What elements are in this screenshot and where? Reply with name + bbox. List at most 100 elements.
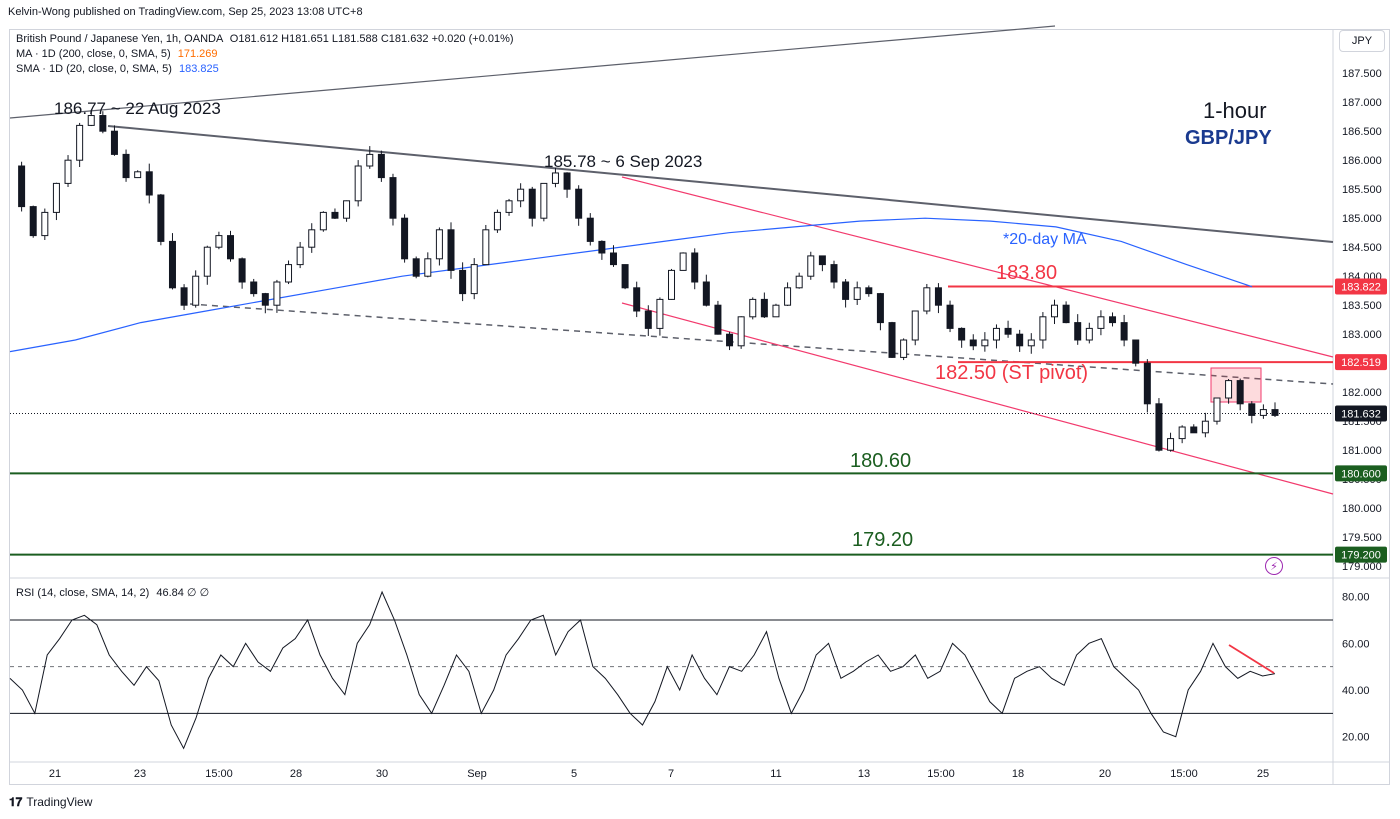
candle-body xyxy=(180,287,188,306)
candle-body xyxy=(1109,316,1117,324)
candles xyxy=(18,109,1279,452)
candle-body xyxy=(505,200,513,213)
candle-body xyxy=(389,177,397,219)
time-tick-label: 5 xyxy=(571,768,577,780)
candle-body xyxy=(1143,362,1151,405)
candle-body xyxy=(807,255,815,277)
candle-body xyxy=(424,258,432,277)
candle-body xyxy=(528,188,536,219)
lightning-icon[interactable]: ⚡ xyxy=(1265,557,1283,575)
candle-body xyxy=(992,327,1000,341)
time-tick-label: 23 xyxy=(134,768,146,780)
time-axis[interactable]: 21 23 15:00 28 30 Sep 5 7 11 13 15:00 18 20 15:00 25 xyxy=(49,768,1269,780)
price-tick-label: 184.500 xyxy=(1342,242,1382,254)
time-tick-label: 7 xyxy=(668,768,674,780)
candle-body xyxy=(865,287,873,295)
candle-body xyxy=(1120,322,1128,341)
candle-body xyxy=(366,153,374,167)
tradingview-logo[interactable]: 𝟏𝟕 TradingView xyxy=(9,795,92,810)
candle-body xyxy=(168,240,176,289)
candle-body xyxy=(540,182,548,219)
sma20-legend[interactable]: SMA · 1D (20, close, 0, SMA, 5) 183.825 xyxy=(16,63,219,75)
time-tick-label: 20 xyxy=(1099,768,1111,780)
candle-body xyxy=(192,275,200,306)
candle-body xyxy=(1167,438,1175,451)
candle-body xyxy=(1248,403,1256,416)
pivot-badge: 182.519 xyxy=(1341,357,1381,369)
candle-body xyxy=(203,246,211,277)
candle-body xyxy=(958,327,966,341)
publish-info: Kelvin-Wong published on TradingView.com… xyxy=(8,6,363,18)
candle-body xyxy=(517,188,525,202)
candle-body xyxy=(656,298,664,329)
candle-body xyxy=(1178,426,1186,440)
rsi-tick-label: 60.00 xyxy=(1342,638,1370,650)
candle-body xyxy=(760,298,768,318)
candle-body xyxy=(830,264,838,283)
candle-body xyxy=(1085,327,1093,341)
sma20-badge-bg xyxy=(1335,278,1387,295)
price-tick-label: 187.000 xyxy=(1342,97,1382,109)
candle-body xyxy=(691,252,699,283)
candle-body xyxy=(401,217,409,260)
candle-body xyxy=(29,206,37,237)
candle-body xyxy=(876,293,884,324)
last-price-badge: 181.632 xyxy=(1341,409,1381,421)
brand-name: TradingView xyxy=(26,795,93,809)
channel-upper-line xyxy=(621,176,1334,358)
candle-body xyxy=(714,304,722,335)
time-tick-label: 28 xyxy=(290,768,302,780)
time-tick-label: 13 xyxy=(858,768,870,780)
candle-body xyxy=(354,165,362,202)
ohlc-values: O181.612 H181.651 L181.588 C181.632 +0.0… xyxy=(229,33,514,45)
candle-body xyxy=(598,240,606,254)
candle-body xyxy=(911,310,919,341)
price-tick-label: 179.000 xyxy=(1342,561,1382,573)
candle-body xyxy=(250,281,258,295)
price-overlays xyxy=(9,25,1334,556)
chart-title: 1-hour xyxy=(1203,98,1267,123)
annotation-resistance: 183.80 xyxy=(996,262,1058,284)
candle-body xyxy=(238,258,246,283)
ma200-legend[interactable]: MA · 1D (200, close, 0, SMA, 5) 171.269 xyxy=(16,48,218,60)
candle-body xyxy=(319,211,327,231)
candle-body xyxy=(1259,409,1267,416)
price-tick-label: 187.500 xyxy=(1342,68,1382,80)
candle-body xyxy=(87,115,95,126)
candle-body xyxy=(1236,380,1244,405)
candle-body xyxy=(1074,322,1082,341)
candle-body xyxy=(563,172,571,190)
candle-body xyxy=(412,258,420,277)
chart-subtitle: GBP/JPY xyxy=(1185,127,1272,149)
candle-body xyxy=(679,252,687,271)
price-tick-label: 185.500 xyxy=(1342,184,1382,196)
candle-body xyxy=(1155,403,1163,451)
candle-body xyxy=(64,159,72,184)
annotation-pivot: 182.50 (ST pivot) xyxy=(935,362,1089,384)
time-tick-label: 18 xyxy=(1012,768,1024,780)
annotation-high-aug: 186.77 ~ 22 Aug 2023 xyxy=(54,99,221,118)
candle-body xyxy=(1190,426,1198,434)
highlight-box xyxy=(1210,367,1262,403)
candle-body xyxy=(633,287,641,312)
candle-body xyxy=(1050,304,1058,318)
symbol-name: British Pound / Japanese Yen, 1h, OANDA xyxy=(16,33,223,45)
candle-body xyxy=(668,269,676,300)
candle-body xyxy=(551,172,559,184)
price-tick-label: 182.000 xyxy=(1342,387,1382,399)
candle-body xyxy=(1201,420,1209,434)
candle-body xyxy=(609,252,617,266)
currency-button[interactable]: JPY xyxy=(1339,30,1385,52)
candle-body xyxy=(227,235,235,260)
candle-body xyxy=(134,171,142,179)
candle-body xyxy=(842,281,850,300)
candle-body xyxy=(76,124,84,161)
candle-body xyxy=(1271,409,1279,416)
rsi-label: RSI (14, close, SMA, 14, 2) xyxy=(16,587,150,599)
rsi-line xyxy=(9,590,1276,750)
candle-body xyxy=(1062,304,1070,324)
time-tick-label: Sep xyxy=(467,768,487,780)
rsi-legend[interactable]: RSI (14, close, SMA, 14, 2) 46.84 ∅ ∅ xyxy=(16,586,209,599)
candle-body xyxy=(482,229,490,266)
